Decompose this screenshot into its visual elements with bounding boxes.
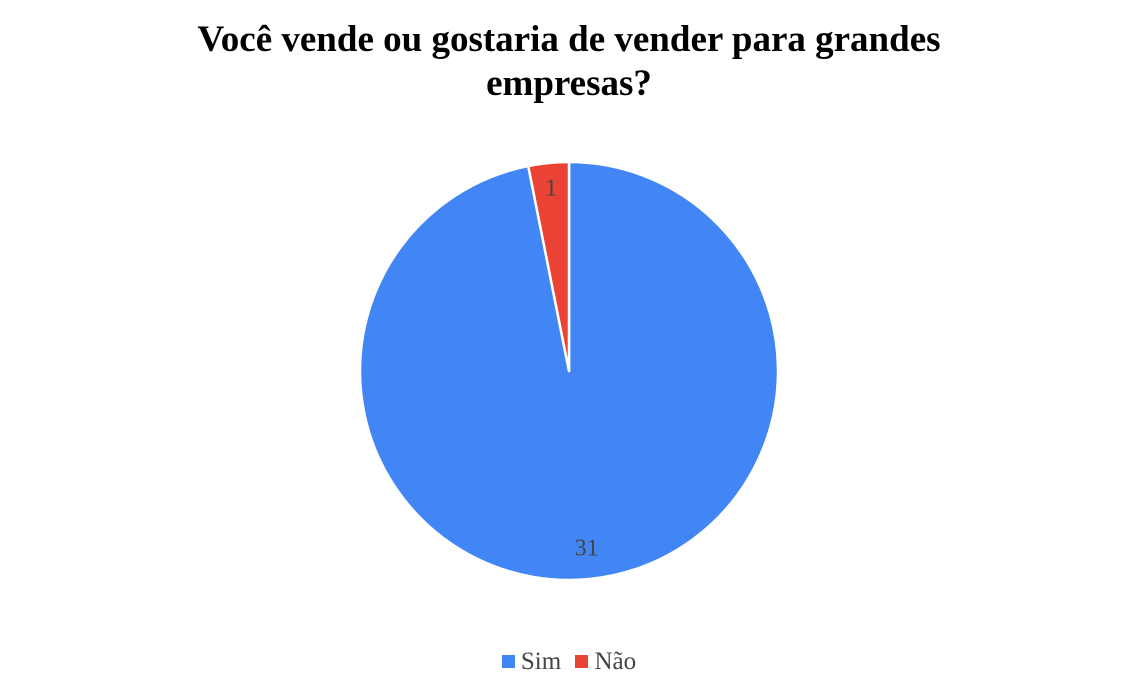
data-label-sim: 31	[575, 535, 599, 561]
data-label-nao: 1	[545, 176, 557, 202]
legend-label-nao: Não	[594, 647, 637, 675]
chart-title-text: Você vende ou gostaria de vender para gr…	[197, 19, 941, 104]
legend-swatch-sim	[501, 655, 515, 668]
legend-item-nao: Não	[575, 646, 636, 678]
pie-slice-nao	[526, 160, 571, 373]
legend-label-sim: Sim	[520, 647, 562, 675]
chart-legend: Sim Não	[0, 645, 1138, 678]
legend-swatch-nao	[575, 655, 589, 668]
legend-item-sim: Sim	[501, 646, 562, 678]
chart-title: Você vende ou gostaria de vender para gr…	[0, 18, 1138, 106]
